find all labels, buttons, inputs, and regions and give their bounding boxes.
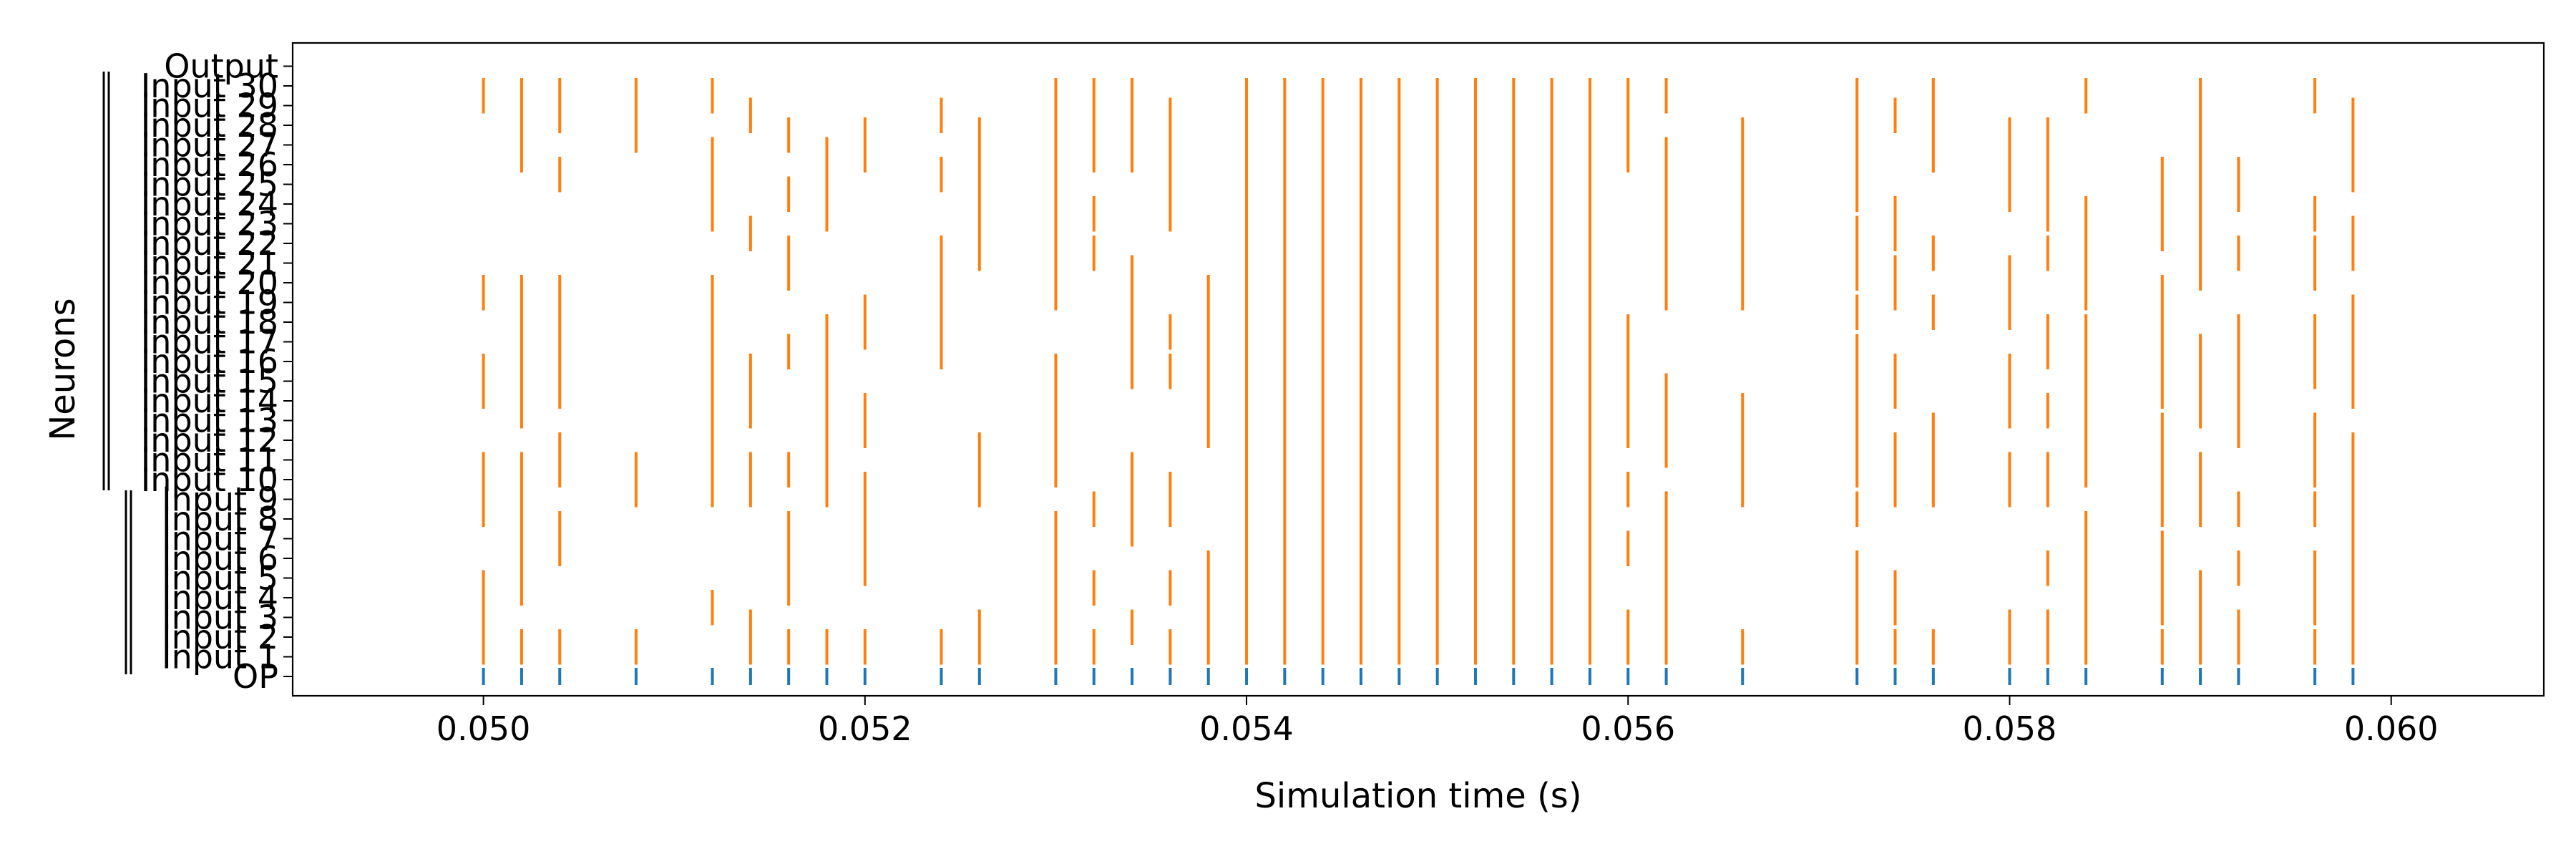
y-tick-label: Input 2 (162, 618, 278, 656)
y-tick-label: Input 28 (141, 106, 278, 145)
plot-marks (482, 78, 2355, 685)
y-label-brackets (102, 72, 132, 674)
y-tick-label: Input 16 (141, 342, 278, 381)
y-tick-label: Input 8 (162, 500, 278, 538)
y-tick-label: Input 3 (162, 598, 278, 637)
y-tick-label: Input 12 (141, 421, 278, 460)
x-axis-label: Simulation time (s) (1254, 776, 1581, 816)
y-tick-label: Input 25 (141, 165, 278, 204)
x-tick-label: 0.056 (1581, 709, 1675, 748)
y-tick-label: Input 9 (162, 480, 278, 519)
y-tick-label: Input 20 (141, 263, 278, 302)
y-tick-label: Input 6 (162, 539, 278, 578)
y-tick-label: Input 18 (141, 303, 278, 341)
y-tick-label: Input 29 (141, 87, 278, 125)
y-tick-label: Input 30 (141, 67, 278, 105)
plot-frame (291, 42, 2545, 697)
y-tick-label: Input 24 (141, 185, 278, 223)
y-tick-label: Input 10 (141, 460, 278, 499)
y-tick-label: Input 5 (162, 559, 278, 598)
y-tick-label: OP (233, 657, 278, 696)
x-tick-label: 0.060 (2344, 709, 2439, 748)
x-tick-label: 0.050 (436, 709, 531, 748)
x-tick-label: 0.052 (818, 709, 912, 748)
y-tick-label: Input 11 (141, 441, 278, 480)
y-tick-label: Input 22 (141, 224, 278, 263)
x-tick-label: 0.058 (1963, 709, 2057, 748)
y-tick-label: Input 15 (141, 362, 278, 401)
y-tick-label: Input 7 (162, 520, 278, 558)
y-tick-label: Input 27 (141, 126, 278, 165)
y-tick-label: Input 17 (141, 323, 278, 361)
y-tick-label: Input 23 (141, 205, 278, 243)
y-tick-label: Input 13 (141, 402, 278, 440)
y-axis-label: Neurons (43, 298, 83, 440)
x-tick-label: 0.054 (1199, 709, 1294, 748)
y-tick-label: Input 1 (162, 638, 278, 676)
y-tick-label: Output (164, 47, 278, 86)
y-tick-label: Input 26 (141, 145, 278, 184)
x-axis: 0.050 0.052 0.054 0.056 0.058 0.060 (436, 696, 2439, 748)
y-tick-label: Input 4 (162, 578, 278, 617)
y-tick-label: Input 14 (141, 382, 278, 420)
y-tick-label: Input 19 (141, 283, 278, 322)
y-tick-label: Input 21 (141, 244, 278, 283)
